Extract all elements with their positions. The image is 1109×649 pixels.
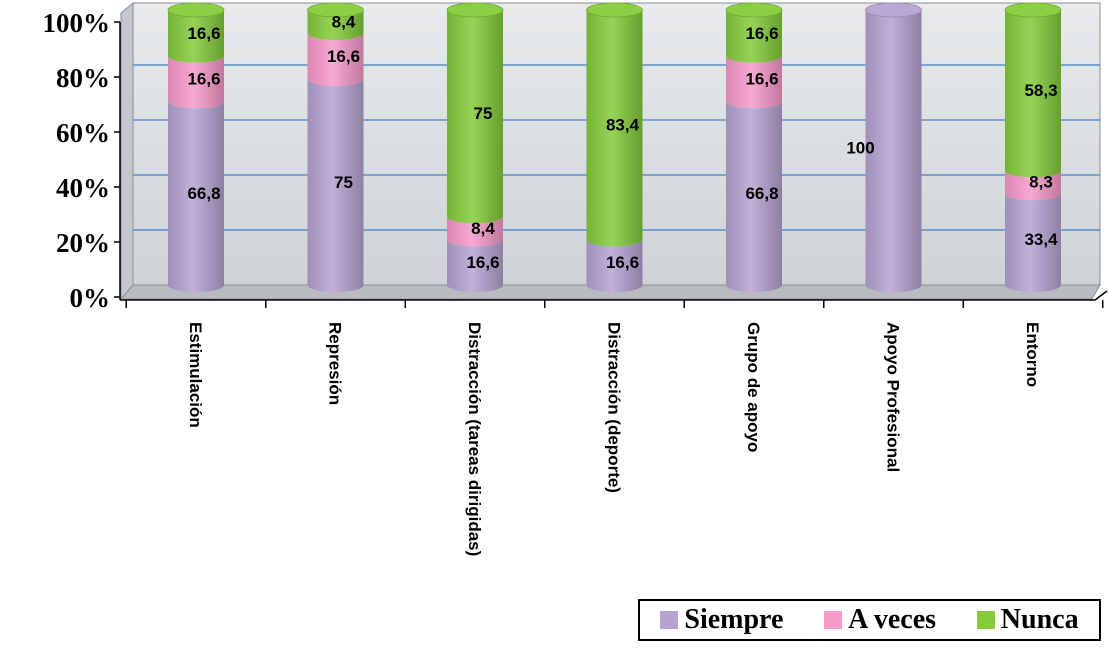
x-tick-label: Entorno [1023, 322, 1042, 387]
bar-segment-a-veces [447, 216, 504, 247]
cylinder-1 [307, 2, 364, 292]
cylinder-4 [725, 2, 783, 292]
bar-segment-a-veces [307, 33, 364, 86]
data-label: 100 [846, 139, 874, 158]
bar-segment-siempre [1005, 193, 1061, 292]
data-label: 66,8 [745, 184, 778, 203]
bar-segment-siempre [726, 101, 782, 292]
bar-segment-siempre [307, 78, 364, 292]
legend-item: Siempre [660, 604, 783, 636]
y-tick-label: 80% [56, 63, 110, 93]
data-label: 16,6 [327, 47, 360, 66]
cylinder-5 [865, 2, 922, 292]
bar-top [446, 2, 504, 18]
bar-segment-nunca [168, 10, 224, 63]
legend-label: A veces [848, 604, 937, 635]
y-tick-label: 20% [56, 228, 110, 258]
cylinder-2 [446, 2, 504, 292]
cylinder-6 [1004, 2, 1062, 292]
x-tick-label: Apoyo Profesional [884, 322, 903, 472]
bars [167, 2, 1062, 292]
y-axis: 0% 20% 40% 60% 80% 100% [43, 8, 121, 313]
bar-segment-nunca [726, 10, 782, 63]
y-tick-label: 100% [43, 8, 111, 38]
data-label: 16,6 [745, 69, 778, 88]
data-label: 16,6 [466, 253, 499, 272]
bar-top [865, 2, 922, 18]
bar-segment-siempre [168, 101, 224, 292]
data-label: 16,6 [187, 24, 220, 43]
bar-top [586, 2, 643, 18]
bar-segment-siempre [865, 10, 922, 292]
data-label: 33,4 [1024, 230, 1058, 249]
data-label: 66,8 [187, 184, 220, 203]
legend-label: Siempre [684, 604, 784, 635]
x-axis-end [1094, 290, 1108, 301]
data-label: 58,3 [1024, 81, 1057, 100]
data-label: 75 [334, 173, 353, 192]
legend-swatch [660, 611, 679, 629]
data-label: 8,3 [1029, 173, 1053, 192]
y-tick-label: 40% [56, 173, 110, 203]
cylinder-0 [167, 2, 225, 292]
legend-swatch [976, 611, 995, 629]
x-tick-label: Estimulación [186, 322, 205, 428]
y-tick-label: 0% [70, 283, 111, 313]
data-label: 8,4 [471, 219, 495, 238]
bar-top [725, 2, 783, 18]
legend: Siempre A veces Nunca [638, 599, 1101, 641]
bar-segment-nunca [586, 10, 643, 247]
legend-swatch [824, 611, 843, 629]
y-tick-label: 60% [56, 118, 110, 148]
data-labels: 66,8 16,6 16,6 75 16,6 8,4 16,6 8,4 75 16,6 83,4 66… [187, 13, 1058, 273]
side-wall [120, 1, 134, 301]
bar-segment-a-veces [1005, 170, 1061, 201]
x-axis: Estimulación Represión Distracción (tareas… [120, 290, 1108, 556]
data-label: 16,6 [606, 253, 639, 272]
data-label: 83,4 [606, 116, 640, 135]
bar-segment-nunca [1005, 10, 1061, 178]
bar-segment-nunca [307, 10, 364, 41]
bar-top [1004, 2, 1062, 18]
bar-top [307, 2, 364, 18]
bar-segment-a-veces [168, 55, 224, 109]
x-tick-label: Represión [326, 322, 345, 405]
legend-label: Nunca [1000, 604, 1079, 635]
data-label: 16,6 [745, 24, 778, 43]
bar-segment-siempre [447, 239, 504, 292]
bar-top [167, 2, 225, 18]
cylinder-3 [586, 2, 643, 292]
x-tick-label: Grupo de apoyo [744, 322, 763, 452]
legend-item: Nunca [976, 604, 1079, 636]
x-tick-label: Distracción (tareas dirigidas) [465, 322, 484, 556]
legend-item: A veces [824, 604, 936, 636]
data-label: 75 [474, 104, 493, 123]
data-label: 8,4 [332, 13, 356, 32]
data-label: 16,6 [187, 69, 220, 88]
x-tick-label: Distracción (deporte) [605, 322, 624, 493]
bar-segment-siempre [586, 239, 643, 292]
bar-segment-nunca [447, 10, 503, 224]
bar-segment-a-veces [726, 55, 782, 109]
